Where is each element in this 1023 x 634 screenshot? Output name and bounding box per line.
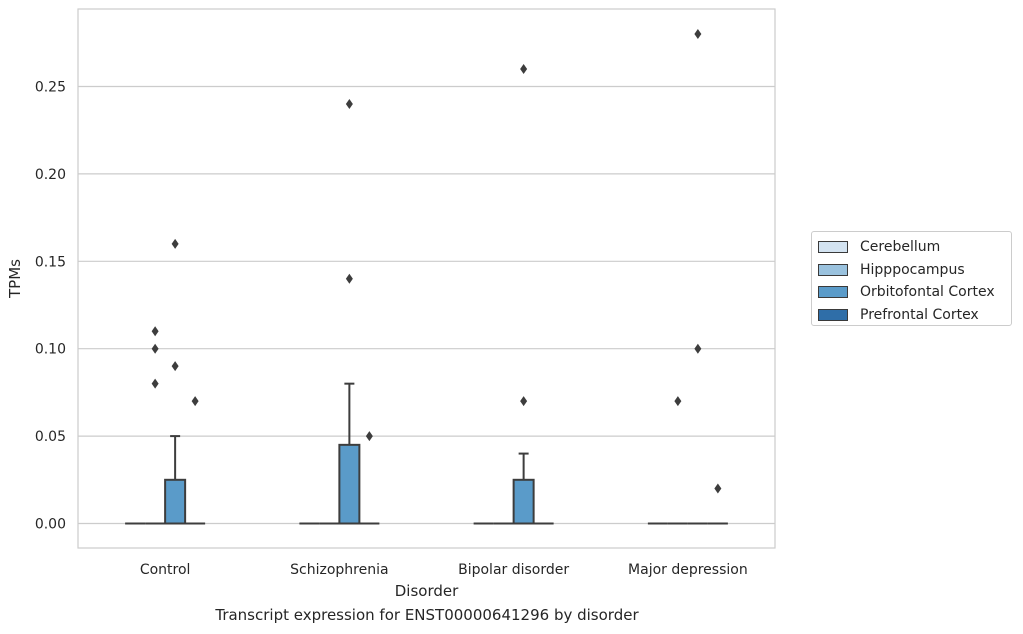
legend-item: Orbitofontal Cortex (818, 281, 1011, 304)
outlier-point (151, 378, 159, 389)
outlier-points (151, 29, 722, 494)
box-body (512, 478, 535, 525)
legend-label: Cerebellum (860, 239, 941, 256)
y-tick-label: 0.05 (35, 429, 66, 445)
legend-swatch (818, 241, 848, 254)
outlier-point (694, 343, 702, 354)
outlier-point (365, 431, 373, 442)
outlier-point (171, 361, 179, 372)
chart-caption: Transcript expression for ENST0000064129… (215, 606, 639, 624)
y-tick-label: 0.20 (35, 167, 66, 183)
legend-label: Prefrontal Cortex (860, 306, 979, 323)
y-tick-label: 0.10 (35, 342, 66, 358)
grid-lines (78, 85, 775, 525)
box-body (338, 443, 361, 525)
outlier-point (694, 29, 702, 40)
x-tick-label: Schizophrenia (290, 562, 388, 578)
x-axis-label: Disorder (395, 582, 459, 600)
x-axis-ticks: Control Schizophrenia Bipolar disorder Majo… (140, 562, 748, 578)
outlier-point (520, 64, 528, 75)
outlier-point (345, 98, 353, 109)
outlier-point (345, 273, 353, 284)
legend-swatch (818, 286, 848, 299)
box (338, 382, 361, 525)
x-tick-label: Bipolar disorder (458, 562, 569, 578)
y-tick-label: 0.15 (35, 254, 66, 270)
legend: Cerebellum Hipppocampus Orbitofontal Corte… (811, 231, 1012, 326)
outlier-point (674, 396, 682, 407)
box-series (125, 382, 728, 525)
y-axis-label: TPMs (6, 259, 24, 299)
box-body (164, 478, 187, 525)
legend-swatch (818, 263, 848, 276)
legend-label: Orbitofontal Cortex (860, 284, 995, 301)
x-tick-label: Control (140, 562, 191, 578)
y-tick-label: 0.25 (35, 80, 66, 96)
legend-item: Hipppocampus (818, 259, 1011, 282)
x-tick-label: Major depression (628, 562, 748, 578)
box (164, 435, 187, 525)
legend-item: Cerebellum (818, 236, 1011, 259)
outlier-point (714, 483, 722, 494)
legend-label: Hipppocampus (860, 261, 965, 278)
outlier-point (151, 343, 159, 354)
y-tick-label: 0.00 (35, 517, 66, 533)
outlier-point (520, 396, 528, 407)
legend-swatch (818, 308, 848, 321)
box (512, 452, 535, 525)
outlier-point (171, 238, 179, 249)
outlier-point (191, 396, 199, 407)
legend-item: Prefrontal Cortex (818, 304, 1011, 327)
y-axis-ticks: 0.00 0.05 0.10 0.15 0.20 0.25 (35, 80, 66, 533)
plot-area-frame (77, 8, 776, 549)
outlier-point (151, 326, 159, 337)
